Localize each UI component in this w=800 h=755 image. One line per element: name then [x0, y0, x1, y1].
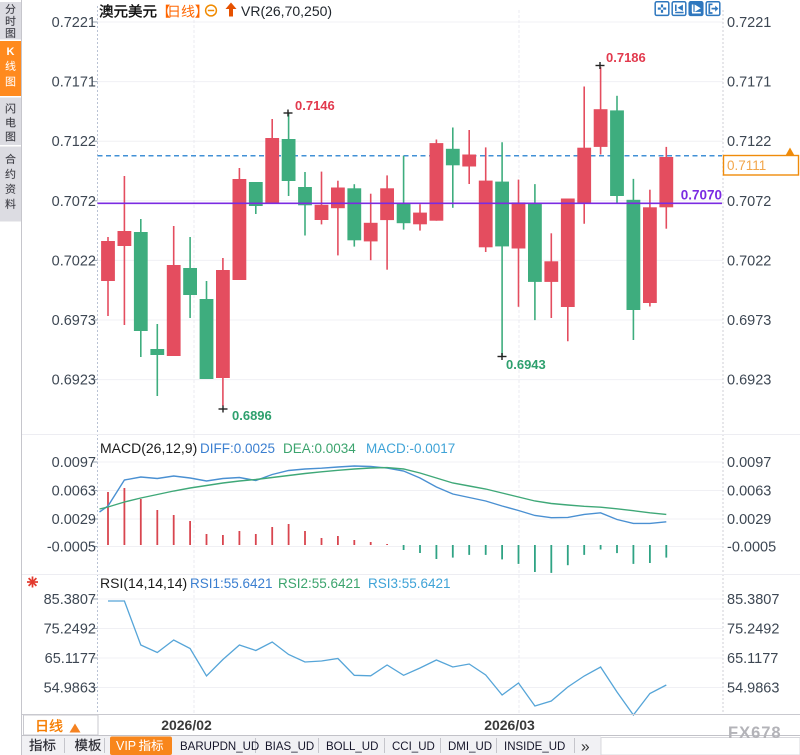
svg-text:0.7171: 0.7171	[52, 75, 96, 91]
svg-text:0.7111: 0.7111	[727, 158, 766, 173]
svg-text:DEA:0.0034: DEA:0.0034	[283, 441, 356, 456]
svg-text:MACD(26,12,9): MACD(26,12,9)	[100, 440, 197, 456]
svg-text:85.3807: 85.3807	[44, 592, 96, 608]
svg-text:2026/02: 2026/02	[161, 717, 212, 733]
svg-text:0.0063: 0.0063	[52, 484, 96, 500]
svg-text:85.3807: 85.3807	[727, 592, 779, 608]
svg-text:RSI(14,14,14): RSI(14,14,14)	[100, 575, 187, 591]
svg-text:0.7221: 0.7221	[52, 15, 96, 31]
svg-text:0.0063: 0.0063	[727, 484, 771, 500]
svg-text:DMI_UD: DMI_UD	[448, 741, 492, 753]
svg-text:VR(26,70,250): VR(26,70,250)	[241, 3, 332, 19]
svg-text:75.2492: 75.2492	[727, 622, 779, 638]
svg-text:0.0097: 0.0097	[727, 455, 771, 471]
svg-text:K: K	[7, 46, 15, 58]
svg-text:INSIDE_UD: INSIDE_UD	[504, 741, 565, 753]
svg-text:2026/03: 2026/03	[484, 717, 535, 733]
svg-text:0.7072: 0.7072	[52, 194, 96, 210]
svg-text:0.6923: 0.6923	[727, 373, 771, 389]
svg-text:0.7186: 0.7186	[606, 50, 646, 65]
svg-text:0.6943: 0.6943	[506, 357, 546, 372]
svg-text:RSI3:55.6421: RSI3:55.6421	[368, 576, 451, 591]
svg-text:0.7171: 0.7171	[727, 75, 771, 91]
svg-text:0.0029: 0.0029	[727, 512, 771, 528]
svg-text:VIP: VIP	[116, 739, 136, 753]
svg-text:65.1177: 65.1177	[727, 651, 778, 667]
svg-text:65.1177: 65.1177	[45, 651, 96, 667]
svg-text:RSI2:55.6421: RSI2:55.6421	[278, 576, 361, 591]
svg-text:-0.0005: -0.0005	[727, 540, 776, 556]
svg-text:0.6896: 0.6896	[232, 408, 272, 423]
svg-text:0.7146: 0.7146	[295, 98, 335, 113]
svg-text:0.7122: 0.7122	[52, 134, 96, 150]
svg-text:BIAS_UD: BIAS_UD	[265, 741, 314, 753]
svg-text:0.7022: 0.7022	[727, 253, 771, 269]
svg-text:DIFF:0.0025: DIFF:0.0025	[200, 441, 275, 456]
svg-text:0.7122: 0.7122	[727, 134, 771, 150]
svg-text:0.6923: 0.6923	[52, 373, 96, 389]
svg-text:BOLL_UD: BOLL_UD	[326, 741, 378, 753]
svg-text:-0.0005: -0.0005	[47, 540, 96, 556]
svg-text:54.9863: 54.9863	[727, 681, 779, 697]
svg-text:54.9863: 54.9863	[44, 681, 96, 697]
svg-text:BARUPDN_UD: BARUPDN_UD	[180, 741, 259, 753]
svg-text:CCI_UD: CCI_UD	[392, 741, 435, 753]
svg-text:0.7022: 0.7022	[52, 253, 96, 269]
svg-text:0.7221: 0.7221	[727, 15, 771, 31]
svg-text:0.6973: 0.6973	[727, 313, 771, 329]
svg-text:FX678: FX678	[728, 724, 782, 742]
svg-text:RSI1:55.6421: RSI1:55.6421	[190, 576, 273, 591]
svg-text:0.0029: 0.0029	[52, 512, 96, 528]
svg-text:»: »	[581, 739, 590, 755]
svg-text:0.7070: 0.7070	[681, 188, 722, 203]
svg-text:MACD:-0.0017: MACD:-0.0017	[366, 441, 455, 456]
svg-text:75.2492: 75.2492	[44, 622, 96, 638]
svg-text:0.7072: 0.7072	[727, 194, 771, 210]
svg-text:0.6973: 0.6973	[52, 313, 96, 329]
svg-text:0.0097: 0.0097	[52, 455, 96, 471]
